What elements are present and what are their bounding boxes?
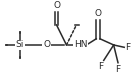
Text: Si: Si bbox=[16, 41, 24, 49]
Text: O: O bbox=[95, 9, 102, 18]
Text: F: F bbox=[125, 43, 130, 52]
Text: F: F bbox=[116, 65, 121, 74]
Text: HN: HN bbox=[74, 41, 88, 49]
Text: F: F bbox=[98, 62, 103, 71]
Text: O: O bbox=[43, 41, 50, 49]
Text: O: O bbox=[53, 1, 60, 10]
